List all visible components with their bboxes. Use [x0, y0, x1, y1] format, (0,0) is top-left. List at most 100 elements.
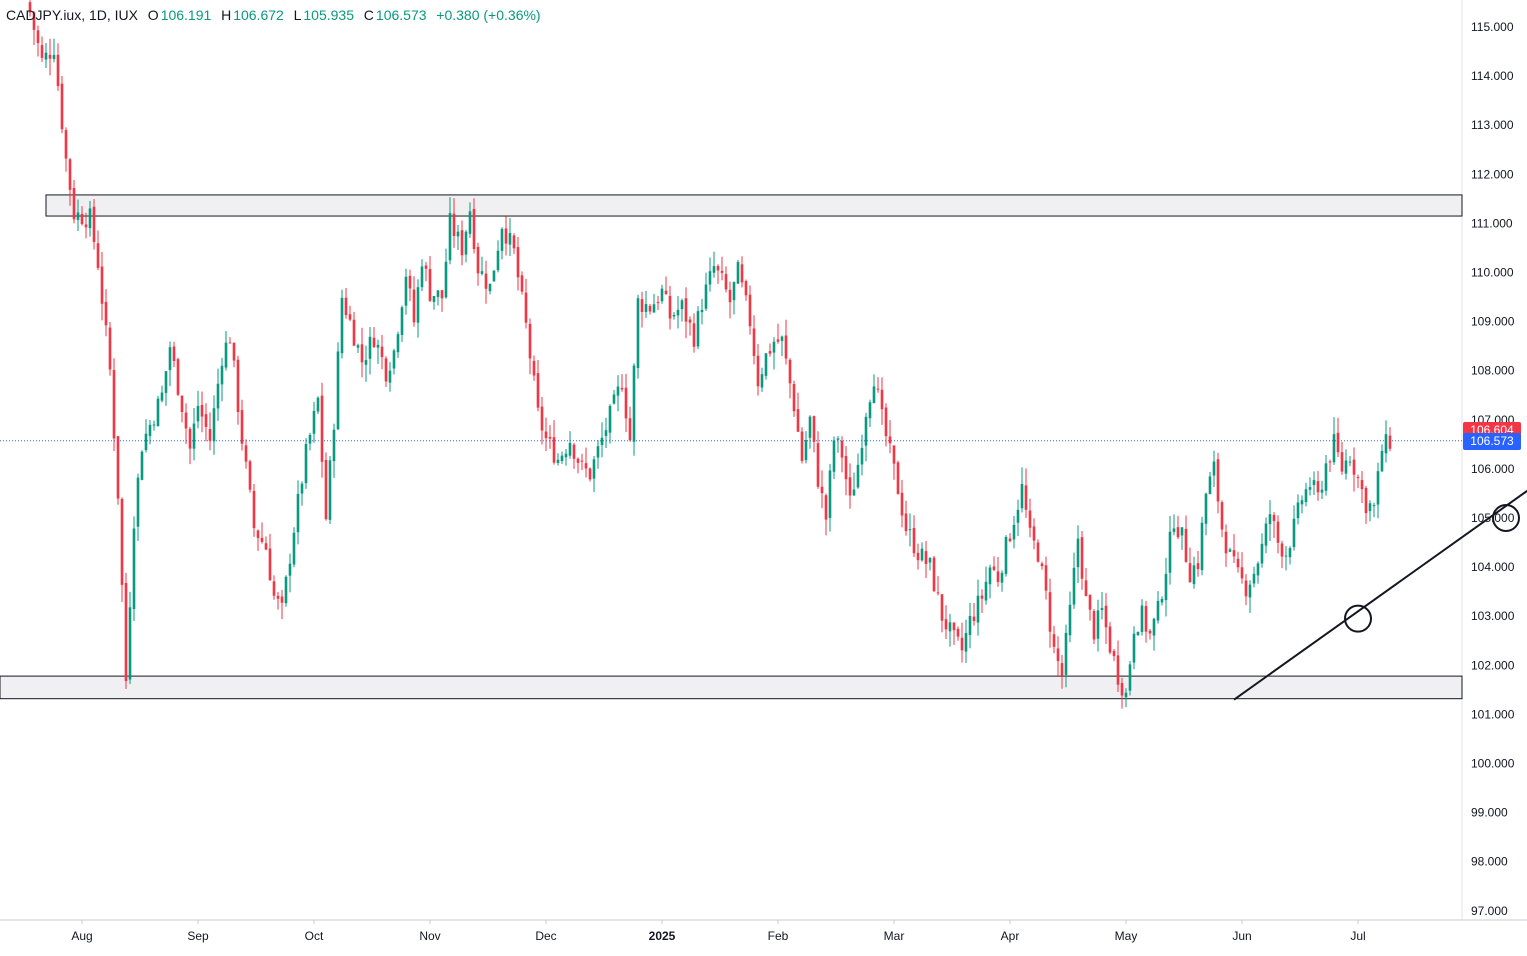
candle-body: [1048, 592, 1052, 632]
candle-body: [768, 351, 772, 354]
candle-body: [1124, 692, 1128, 698]
legend-close-label: C: [363, 7, 374, 23]
candle-body: [1120, 683, 1124, 696]
candle-body: [1088, 594, 1092, 610]
candle-body: [620, 387, 624, 390]
candle-body: [536, 373, 540, 408]
candle-body: [788, 359, 792, 384]
candle-body: [452, 213, 456, 236]
candle-body: [468, 211, 472, 234]
price-tag-last-price: 106.573: [1463, 432, 1521, 450]
candle-body: [876, 388, 880, 390]
candle-body: [928, 558, 932, 563]
candle-body: [912, 527, 916, 554]
candle-body: [1112, 650, 1116, 657]
candle-body: [408, 275, 412, 289]
y-tick-label: 97.000: [1471, 904, 1508, 918]
candle-body: [1304, 489, 1308, 502]
x-tick-label: Mar: [884, 929, 905, 943]
candle-body: [740, 264, 744, 283]
candle-body: [164, 371, 168, 393]
candle-body: [364, 360, 368, 365]
candle-body: [224, 342, 228, 368]
candle-body: [708, 271, 712, 285]
candle-body: [668, 295, 672, 319]
candle-body: [944, 619, 948, 630]
candle-body: [904, 513, 908, 532]
candle-body: [976, 595, 980, 623]
candle-body: [84, 224, 88, 228]
candle-body: [60, 83, 64, 130]
candle-body: [360, 344, 364, 363]
candle-body: [592, 459, 596, 479]
candle-body: [760, 374, 764, 388]
y-tick-label: 103.000: [1471, 609, 1515, 623]
candle-body: [808, 416, 812, 438]
candle-body: [260, 537, 264, 542]
candle-body: [920, 548, 924, 561]
candle-body: [1188, 563, 1192, 583]
candle-body: [196, 405, 200, 422]
candle-body: [1028, 510, 1032, 528]
candle-body: [272, 581, 276, 596]
candle-body: [428, 268, 432, 301]
candle-body: [1076, 538, 1080, 568]
candle-body: [524, 292, 528, 323]
candle-body: [444, 261, 448, 298]
candle-body: [908, 529, 912, 531]
legend-symbol[interactable]: CADJPY.iux, 1D, IUX: [6, 7, 139, 23]
candle-body: [632, 365, 636, 442]
candle-body: [1040, 563, 1044, 567]
candle-body: [1384, 434, 1388, 454]
candle-body: [608, 405, 612, 433]
y-tick-label: 111.000: [1471, 216, 1513, 230]
y-tick-label: 110.000: [1471, 266, 1514, 280]
candle-body: [892, 445, 896, 464]
legend-high-label: H: [221, 7, 232, 23]
candle-body: [680, 300, 684, 309]
candle-body: [372, 337, 376, 347]
candle-body: [1344, 460, 1348, 474]
candle-body: [956, 628, 960, 637]
candle-body: [1228, 549, 1232, 552]
candle-body: [1200, 522, 1204, 571]
candle-body: [568, 442, 572, 456]
candle-body: [544, 431, 548, 439]
candle-body: [348, 314, 352, 320]
candle-body: [120, 498, 124, 585]
ascending-trendline: [1233, 489, 1527, 701]
candle-body: [644, 304, 648, 312]
candle-body: [804, 439, 808, 461]
candle-body: [1224, 531, 1228, 554]
y-tick-label: 98.000: [1471, 855, 1508, 869]
legend-open-label: O: [147, 7, 159, 23]
candle-body: [488, 283, 492, 292]
candle-body: [1000, 572, 1004, 583]
candle-body: [712, 266, 716, 273]
candle-body: [1064, 632, 1068, 675]
candle-body: [48, 54, 52, 59]
candle-body: [52, 55, 56, 59]
candle-body: [660, 288, 664, 302]
x-tick-label: 2025: [649, 929, 676, 943]
candle-body: [404, 276, 408, 306]
candle-body: [76, 212, 80, 220]
candle-body: [868, 402, 872, 419]
candle-body: [384, 358, 388, 382]
candle-body: [180, 395, 184, 413]
x-tick-label: Feb: [768, 929, 789, 943]
candle-body: [624, 387, 628, 419]
candle-body: [96, 243, 100, 268]
candle-body: [1044, 565, 1048, 591]
candle-body: [172, 346, 176, 361]
candle-body: [432, 296, 436, 302]
candle-body: [540, 406, 544, 431]
candle-body: [1004, 537, 1008, 574]
candle-body: [72, 187, 76, 220]
candle-body: [992, 566, 996, 570]
legend-open-value: 106.191: [160, 7, 212, 23]
candle-body: [1008, 538, 1012, 542]
candle-body: [300, 483, 304, 494]
